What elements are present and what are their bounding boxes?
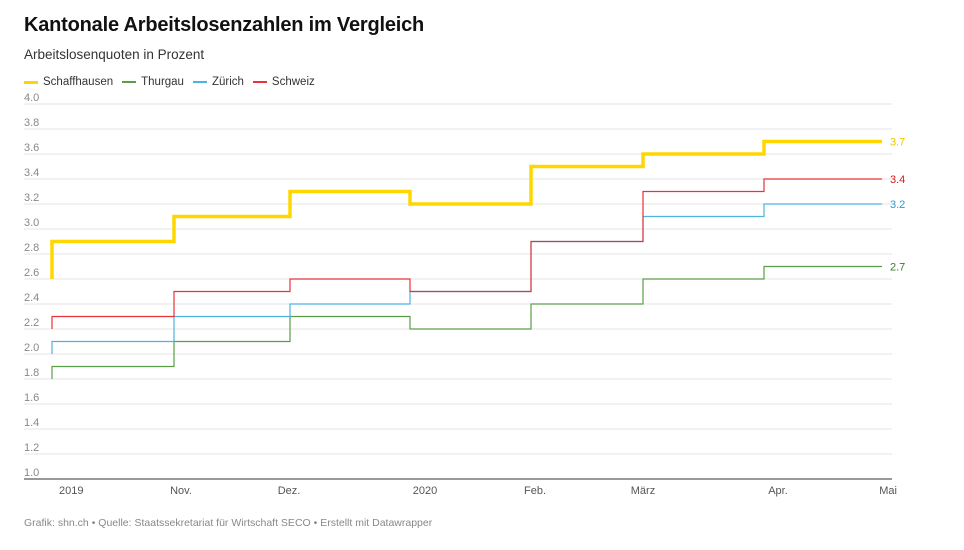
x-tick-label: Mai [879,485,897,497]
x-tick-label: 2019 [59,485,83,497]
legend-item-zurich: Zürich [192,76,244,88]
legend-label-schweiz: Schweiz [271,76,315,88]
legend-swatch-thurgau [122,81,137,83]
legend-swatch-schweiz [252,81,267,83]
series-line-schweiz [51,178,882,329]
y-tick-label: 4.0 [24,92,39,104]
y-tick-label: 3.6 [24,142,39,154]
legend-swatch-zurich [192,81,207,83]
legend-label-schaffhausen: Schaffhausen [43,76,114,88]
legend-item-schweiz: Schweiz [252,76,315,88]
end-label-zürich: 3.2 [890,199,905,211]
y-tick-label: 2.6 [24,267,39,279]
x-tick-label: 2020 [413,485,437,497]
series-line-schaffhausen [50,139,882,279]
end-label-schaffhausen: 3.7 [890,137,905,149]
y-tick-label: 1.0 [24,467,39,479]
x-tick-label: Dez. [278,485,301,497]
x-tick-label: Nov. [170,485,192,497]
y-tick-label: 1.6 [24,392,39,404]
y-tick-label: 2.0 [24,342,39,354]
legend-item-schaffhausen: Schaffhausen [24,76,113,88]
y-tick-label: 3.4 [24,167,39,179]
y-tick-label: 3.8 [24,117,39,129]
y-tick-label: 3.0 [24,217,39,229]
y-tick-label: 1.2 [24,442,39,454]
end-label-schweiz: 3.4 [890,174,905,186]
y-tick-label: 2.4 [24,292,39,304]
x-tick-label: Apr. [768,485,788,497]
y-tick-label: 3.2 [24,192,39,204]
series-line-thurgau [51,265,882,379]
y-tick-label: 2.8 [24,242,39,254]
legend-label-zurich: Zürich [211,76,244,88]
chart-footer-credit: Grafik: shn.ch • Quelle: Staatssekretari… [24,517,433,529]
legend-swatch-schaffhausen [24,80,38,84]
y-tick-label: 1.4 [24,417,39,429]
y-tick-label: 1.8 [24,367,39,379]
y-tick-label: 2.2 [24,317,39,329]
end-label-thurgau: 2.7 [890,262,905,274]
end-labels: 2.7 3.2 3.4 3.7 [890,137,905,274]
legend-label-thurgau: Thurgau [141,76,184,88]
chart-subtitle: Arbeitslosenquoten in Prozent [24,47,205,62]
chart-title: Kantonale Arbeitslosenzahlen im Vergleic… [24,14,425,36]
chart-legend: Schaffhausen Thurgau Zürich Schweiz [24,76,324,88]
x-tick-label: März [631,485,655,497]
series-lines [50,139,882,379]
legend-item-thurgau: Thurgau [122,76,184,88]
y-axis-ticks: 1.0 1.2 1.4 1.6 1.8 2.0 2.2 2.4 2.6 2.8 3.0 3.2 3.4 3… [24,92,39,479]
x-axis-ticks: 2019 Nov. Dez. 2020 Feb. März Apr. Mai [59,485,897,497]
x-tick-label: Feb. [524,485,546,497]
